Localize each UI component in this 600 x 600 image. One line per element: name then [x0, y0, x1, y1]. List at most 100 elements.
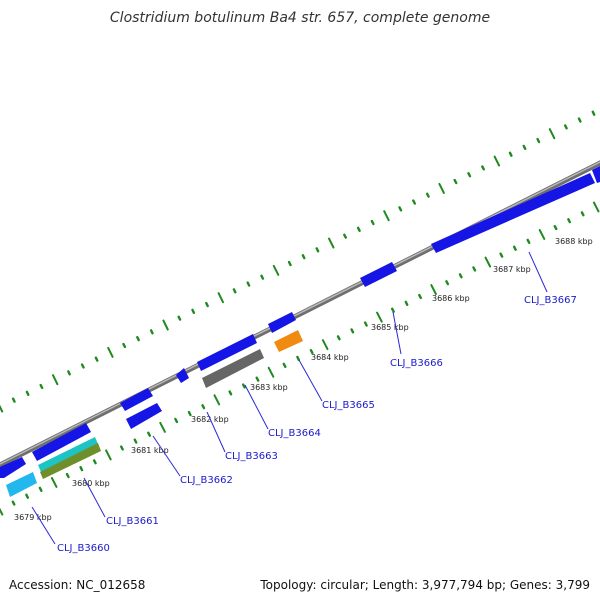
genome-backbone-highlight	[0, 161, 600, 465]
tick-mark	[484, 256, 492, 268]
label-line	[152, 435, 181, 477]
tick-mark	[92, 459, 97, 465]
gene-label[interactable]: CLJ_B3666	[390, 358, 443, 369]
tick-mark	[201, 404, 206, 410]
tick-mark	[296, 355, 300, 362]
gene-label[interactable]: CLJ_B3667	[524, 295, 577, 306]
tick-mark	[11, 397, 16, 403]
tick-mark	[205, 301, 209, 308]
gene-arrow[interactable]	[431, 173, 595, 253]
gene-label[interactable]: CLJ_B3663	[225, 451, 278, 462]
tick-mark	[567, 218, 571, 224]
tick-mark	[404, 300, 409, 306]
tick-mark	[147, 431, 152, 437]
label-line	[392, 311, 402, 355]
map-title: Clostridium botulinum Ba4 str. 657, comp…	[110, 10, 490, 26]
tick-mark	[246, 281, 251, 287]
gene-arrow[interactable]	[592, 166, 600, 183]
tick-mark	[159, 421, 166, 433]
label-line	[528, 251, 548, 293]
tick-mark	[213, 394, 221, 406]
tick-mark	[309, 349, 314, 355]
gene-label[interactable]: CLJ_B3661	[106, 516, 159, 527]
gene-arrow[interactable]	[360, 262, 397, 287]
gene-arrow[interactable]	[176, 368, 189, 383]
tick-mark	[467, 172, 472, 178]
tick-mark	[438, 182, 445, 194]
label-line	[31, 506, 56, 545]
tick-mark	[260, 274, 265, 280]
tick-mark	[430, 284, 437, 295]
tick-mark	[217, 292, 224, 304]
gene-arrow[interactable]	[197, 334, 257, 371]
tick-mark	[228, 390, 233, 396]
tick-mark	[272, 264, 280, 276]
tick-mark	[383, 210, 390, 222]
tick-mark	[282, 362, 287, 368]
gene-feature-orange[interactable]	[274, 330, 303, 352]
tick-rings	[0, 110, 600, 516]
tick-mark	[65, 472, 70, 479]
tick-mark	[149, 329, 154, 335]
kbp-label: 3681 kbp	[131, 446, 169, 455]
tick-mark	[580, 211, 585, 217]
tick-mark	[321, 339, 329, 351]
tick-mark	[508, 151, 513, 157]
tick-mark	[425, 192, 430, 198]
tick-mark	[536, 137, 541, 144]
gene-label[interactable]: CLJ_B3662	[180, 475, 233, 486]
gene-arrow[interactable]	[126, 403, 162, 429]
tick-mark	[553, 224, 558, 231]
gene-feature-cyan[interactable]	[6, 472, 37, 497]
tick-mark	[25, 390, 30, 396]
tick-mark	[481, 165, 485, 171]
tick-mark	[412, 199, 416, 205]
label-line	[206, 411, 226, 453]
tick-mark	[267, 366, 275, 378]
tick-mark	[187, 410, 192, 417]
tick-mark	[52, 374, 59, 386]
kbp-label: 3679 kbp	[14, 513, 52, 522]
tick-mark	[301, 254, 306, 260]
tick-mark	[453, 178, 458, 185]
tick-mark	[79, 466, 84, 472]
tick-mark	[356, 226, 361, 233]
tick-mark	[398, 206, 403, 212]
tick-mark	[499, 252, 504, 258]
tick-mark	[287, 260, 292, 267]
tick-mark	[343, 233, 347, 239]
tick-mark	[162, 319, 169, 331]
gene-feature-gray[interactable]	[202, 349, 264, 388]
tick-mark	[418, 293, 422, 300]
tick-mark	[107, 346, 114, 358]
tick-mark	[538, 229, 546, 240]
tick-mark	[472, 266, 477, 272]
gene-label[interactable]: CLJ_B3665	[322, 400, 375, 411]
tick-mark	[445, 280, 450, 286]
gene-arrow[interactable]	[268, 312, 296, 333]
tick-mark	[328, 237, 335, 249]
gene-feature-olive[interactable]	[40, 443, 101, 479]
tick-mark	[315, 247, 320, 253]
gene-arrow[interactable]	[0, 457, 26, 478]
gene-labels: CLJ_B3660 CLJ_B3661 CLJ_B3662 CLJ_B3663 …	[57, 295, 577, 554]
tick-mark	[174, 417, 179, 424]
gene-label[interactable]: CLJ_B3660	[57, 543, 110, 554]
tick-mark	[363, 321, 368, 327]
gene-label[interactable]: CLJ_B3664	[268, 428, 321, 439]
gene-arrow[interactable]	[32, 423, 91, 461]
tick-mark	[241, 383, 246, 389]
tick-mark	[493, 155, 501, 167]
tick-mark	[522, 144, 527, 151]
gene-feature-teal[interactable]	[38, 437, 98, 472]
gene-arrow[interactable]	[120, 388, 153, 411]
tick-mark	[376, 311, 383, 323]
kbp-labels: 3679 kbp 3680 kbp 3681 kbp 3682 kbp 3683…	[14, 237, 593, 522]
tick-mark	[11, 500, 16, 506]
tick-mark	[191, 308, 196, 314]
tick-mark	[133, 438, 138, 444]
tick-mark	[577, 117, 582, 123]
tick-mark	[526, 238, 531, 245]
tick-mark	[39, 383, 44, 390]
